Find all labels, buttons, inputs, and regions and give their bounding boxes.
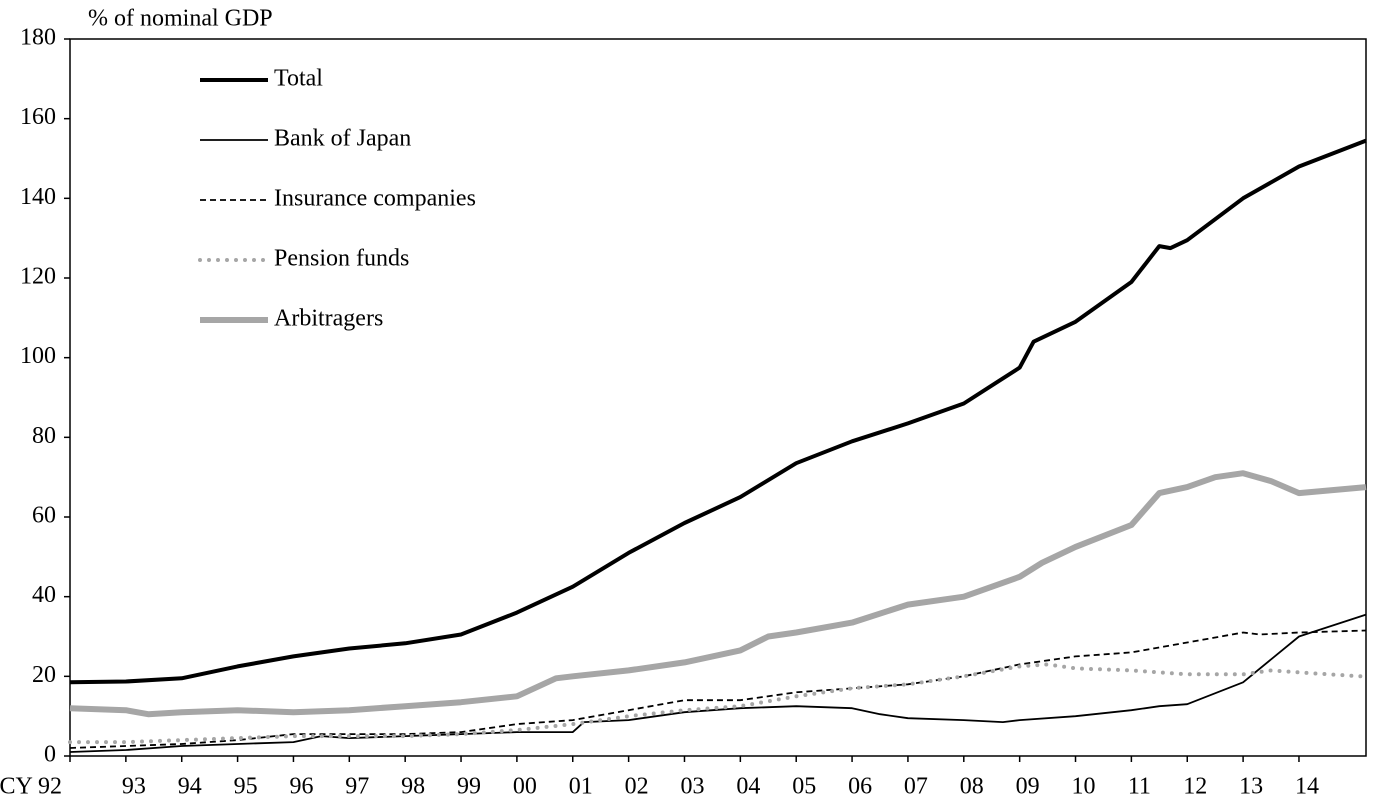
x-tick-label: 93: [122, 774, 146, 800]
y-tick-label: 20: [32, 662, 56, 688]
series-line: [68, 662, 1363, 745]
series-line: [69, 629, 1367, 749]
x-tick-label: 03: [680, 774, 704, 800]
legend-label: Insurance companies: [274, 186, 476, 212]
legend-label: Bank of Japan: [274, 126, 411, 152]
x-tick-label: 99: [457, 774, 481, 800]
x-tick-label: 11: [1128, 774, 1151, 800]
y-tick-label: 100: [20, 343, 56, 369]
series-line: [69, 470, 1367, 718]
x-tick-label: 04: [736, 774, 760, 800]
x-tick-label: 05: [792, 774, 816, 800]
x-tick-label: 01: [569, 774, 593, 800]
x-tick-label: 96: [289, 774, 313, 800]
x-tick-label: CY 92: [0, 774, 62, 800]
series-line: [69, 138, 1367, 685]
y-tick-label: 80: [32, 423, 56, 449]
y-tick-label: 0: [44, 742, 56, 768]
legend-label: Total: [274, 66, 323, 92]
x-tick-label: 00: [513, 774, 537, 800]
y-tick-label: 140: [20, 184, 56, 210]
x-tick-label: 95: [234, 774, 258, 800]
x-tick-label: 94: [178, 774, 202, 800]
x-tick-label: 02: [625, 774, 649, 800]
y-tick-label: 60: [32, 503, 56, 529]
plot-frame: [69, 38, 1367, 757]
x-tick-label: 09: [1016, 774, 1040, 800]
x-tick-label: 14: [1295, 774, 1319, 800]
x-tick-label: 06: [848, 774, 872, 800]
x-tick-label: 12: [1183, 774, 1207, 800]
y-tick-label: 120: [20, 264, 56, 290]
legend-label: Pension funds: [274, 246, 409, 272]
x-tick-label: 97: [345, 774, 369, 800]
legend-label: Arbitragers: [274, 306, 383, 332]
x-tick-label: 10: [1072, 774, 1096, 800]
x-tick-label: 98: [401, 774, 425, 800]
y-tick-label: 40: [32, 582, 56, 608]
y-axis-label: % of nominal GDP: [88, 6, 273, 32]
y-tick-label: 160: [20, 104, 56, 130]
series-line: [69, 613, 1367, 753]
x-tick-label: 13: [1239, 774, 1263, 800]
x-tick-label: 07: [904, 774, 928, 800]
y-tick-label: 180: [20, 25, 56, 51]
x-tick-label: 08: [960, 774, 984, 800]
